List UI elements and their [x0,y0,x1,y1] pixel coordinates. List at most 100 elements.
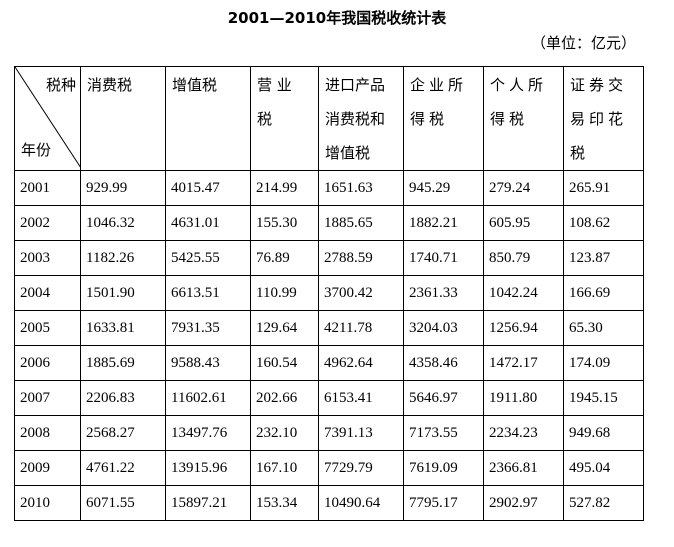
value-cell: 4761.22 [80,450,166,486]
table-row: 2008 2568.27 13497.76 232.10 7391.13 7173.55 2… [14,415,644,451]
column-header-line: 增值税 [325,144,371,162]
value-cell: 232.10 [250,415,319,451]
value-cell: 11602.61 [165,380,251,416]
column-header-line: 得税 [490,110,529,128]
value-cell: 13915.96 [165,450,251,486]
value-cell: 1501.90 [80,275,166,311]
value-cell: 7729.79 [318,450,404,486]
year-cell: 2003 [14,240,81,276]
value-cell: 10490.64 [318,485,404,521]
value-cell: 527.82 [563,485,644,521]
value-cell: 495.04 [563,450,644,486]
value-cell: 7173.55 [403,415,484,451]
column-header-business-tax: 营 业税 [251,67,318,136]
value-cell: 9588.43 [165,345,251,381]
value-cell: 153.34 [250,485,319,521]
value-cell: 167.10 [250,450,319,486]
column-header-cell: 证券交 易印花税 [563,66,644,171]
value-cell: 3700.42 [318,275,404,311]
value-cell: 5646.97 [403,380,484,416]
table-row: 2004 1501.90 6613.51 110.99 3700.42 2361.33 10… [14,275,644,311]
value-cell: 2234.23 [483,415,564,451]
unit-label: （单位：亿元） [530,34,636,52]
year-cell: 2009 [14,450,81,486]
value-cell: 4358.46 [403,345,484,381]
table-row: 2002 1046.32 4631.01 155.30 1885.65 1882.21 60… [14,205,644,241]
value-cell: 1256.94 [483,310,564,346]
value-cell: 265.91 [563,170,644,206]
column-header-line: 消费税和 [325,110,386,128]
value-cell: 1911.80 [483,380,564,416]
column-header-corporate-income-tax: 企业所 得税 [404,67,483,136]
column-header-cell: 企业所 得税 [403,66,484,171]
column-header-cell: 进口产品消费税和增值税 [318,66,404,171]
value-cell: 4015.47 [165,170,251,206]
value-cell: 214.99 [250,170,319,206]
value-cell: 2366.81 [483,450,564,486]
value-cell: 6153.41 [318,380,404,416]
value-cell: 2902.97 [483,485,564,521]
column-header-line: 营 业 [257,76,292,94]
value-cell: 4211.78 [318,310,404,346]
column-header-cell: 消费税 [80,66,166,171]
column-header-line: 进口产品 [325,76,386,94]
column-header-line: 税 [257,110,273,128]
value-cell: 7931.35 [165,310,251,346]
value-cell: 7795.17 [403,485,484,521]
value-cell: 76.89 [250,240,319,276]
value-cell: 1042.24 [483,275,564,311]
tax-statistics-table: 税种 年份 消费税 增值税 营 业税 进口产品 消费税和 增值税 企业所 得税 个人所… [14,66,644,521]
column-header-line: 证券交 [570,76,628,94]
column-header-line: 得税 [410,110,449,128]
value-cell: 108.62 [563,205,644,241]
page-title: 2001—2010年我国税收统计表 [227,9,447,27]
value-cell: 129.64 [250,310,319,346]
corner-year-label: 年份 [21,141,52,159]
table-row: 2005 1633.81 7931.35 129.64 4211.78 3204.03 12… [14,310,644,346]
value-cell: 1651.63 [318,170,404,206]
value-cell: 605.95 [483,205,564,241]
value-cell: 6613.51 [165,275,251,311]
value-cell: 945.29 [403,170,484,206]
value-cell: 4962.64 [318,345,404,381]
value-cell: 15897.21 [165,485,251,521]
column-header-vat: 增值税 [166,67,250,102]
column-header-line: 易印花 [570,110,628,128]
year-cell: 2007 [14,380,81,416]
year-cell: 2004 [14,275,81,311]
value-cell: 1472.17 [483,345,564,381]
year-cell: 2005 [14,310,81,346]
corner-header-cell: 税种 年份 [14,66,81,171]
value-cell: 1882.21 [403,205,484,241]
column-header-consumption-tax: 消费税 [81,67,165,102]
table-row: 2003 1182.26 5425.55 76.89 2788.59 1740.71 850… [14,240,644,276]
value-cell: 166.69 [563,275,644,311]
column-header-cell: 增值税 [165,66,251,171]
value-cell: 1633.81 [80,310,166,346]
header-row: 税种 年份 消费税 增值税 营 业税 进口产品 消费税和 增值税 企业所 得税 个人所… [14,66,644,171]
value-cell: 160.54 [250,345,319,381]
column-header-line: 企业所 [410,76,468,94]
value-cell: 123.87 [563,240,644,276]
column-header-line: 消费税 [87,76,133,94]
column-header-personal-income-tax: 个人所 得税 [484,67,563,136]
value-cell: 850.79 [483,240,564,276]
value-cell: 65.30 [563,310,644,346]
value-cell: 6071.55 [80,485,166,521]
year-cell: 2001 [14,170,81,206]
value-cell: 1046.32 [80,205,166,241]
value-cell: 5425.55 [165,240,251,276]
corner-tax-type-label: 税种 [45,76,76,94]
table-row: 2007 2206.83 11602.61 202.66 6153.41 5646.97 1… [14,380,644,416]
value-cell: 1885.65 [318,205,404,241]
value-cell: 279.24 [483,170,564,206]
value-cell: 4631.01 [165,205,251,241]
column-header-line: 税 [570,144,590,162]
value-cell: 174.09 [563,345,644,381]
table-row: 2001 929.99 4015.47 214.99 1651.63 945.29 279.… [14,170,644,206]
year-cell: 2010 [14,485,81,521]
value-cell: 155.30 [250,205,319,241]
table-row: 2010 6071.55 15897.21 153.34 10490.64 7795.17… [14,485,644,521]
year-cell: 2006 [14,345,81,381]
table-body: 2001 929.99 4015.47 214.99 1651.63 945.29 279.… [14,170,644,521]
